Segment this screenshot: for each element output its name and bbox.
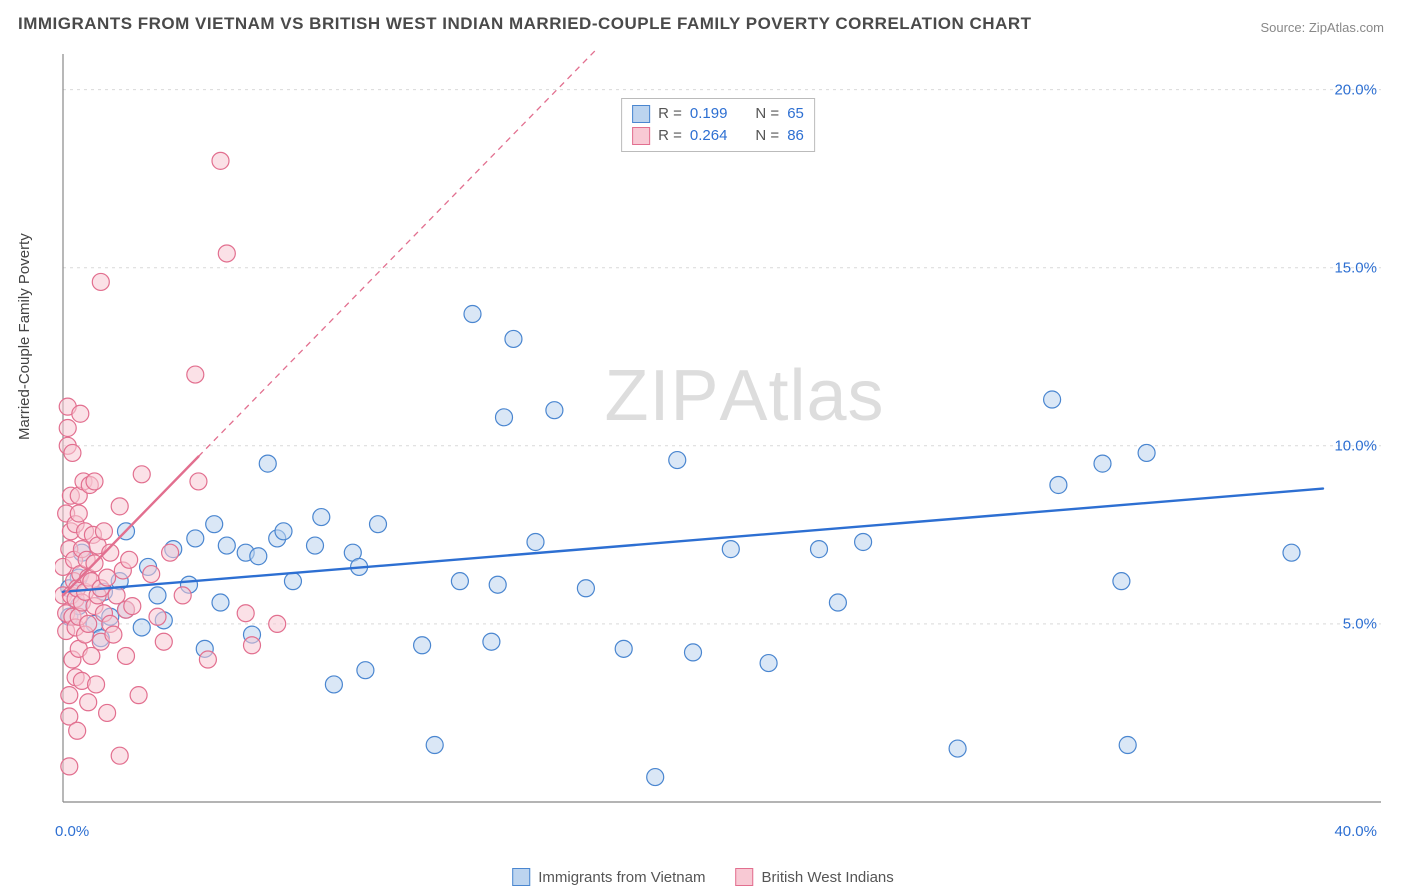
n-value: 86: [787, 125, 804, 147]
legend-series-label: British West Indians: [762, 869, 894, 886]
x-axis-min-label: 0.0%: [55, 823, 89, 840]
y-tick-label: 5.0%: [1343, 615, 1377, 632]
legend-stat-row: R = 0.199 N = 65: [632, 103, 804, 125]
n-value: 65: [787, 103, 804, 125]
y-tick-label: 15.0%: [1334, 259, 1377, 276]
legend-series-item: Immigrants from Vietnam: [512, 868, 705, 886]
legend-swatch: [736, 868, 754, 886]
chart-area: ZIPAtlas R =0.199N =65R =0.264N =86 5.0%…: [55, 48, 1381, 838]
legend-series-label: Immigrants from Vietnam: [538, 869, 705, 886]
r-value: 0.199: [690, 103, 728, 125]
y-axis-label: Married-Couple Family Poverty: [16, 233, 33, 440]
legend-swatch: [512, 868, 530, 886]
legend-series-item: British West Indians: [736, 868, 894, 886]
r-label: R =: [658, 103, 682, 125]
legend-swatch: [632, 127, 650, 145]
scatter-plot: [55, 48, 1381, 838]
n-label: N =: [755, 125, 779, 147]
y-tick-label: 20.0%: [1334, 81, 1377, 98]
r-label: R =: [658, 125, 682, 147]
legend-swatch: [632, 105, 650, 123]
n-label: N =: [755, 103, 779, 125]
y-tick-label: 10.0%: [1334, 437, 1377, 454]
x-axis-max-label: 40.0%: [1334, 823, 1377, 840]
legend-stats: R = 0.199 N = 65 R = 0.264 N = 86: [621, 98, 815, 152]
source-attribution: Source: ZipAtlas.com: [1260, 20, 1384, 35]
legend-series: Immigrants from Vietnam British West Indi…: [512, 868, 894, 886]
legend-stat-row: R = 0.264 N = 86: [632, 125, 804, 147]
r-value: 0.264: [690, 125, 728, 147]
chart-title: IMMIGRANTS FROM VIETNAM VS BRITISH WEST …: [18, 14, 1032, 34]
